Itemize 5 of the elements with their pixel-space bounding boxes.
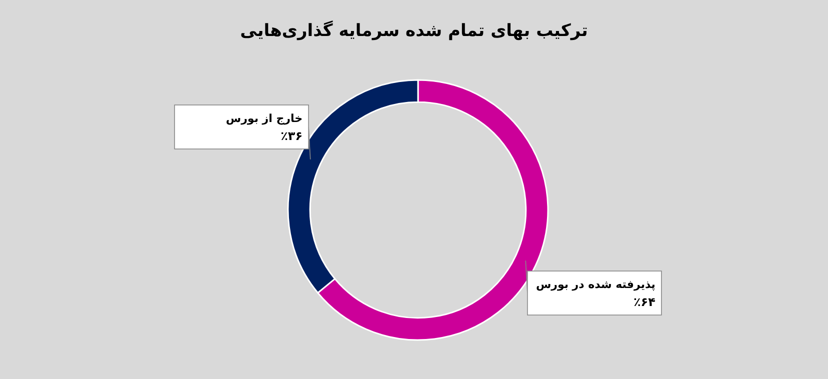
- chart-title: ترکیب بهای تمام شده سرمایه گذاری‌هایی: [240, 20, 588, 41]
- data-label: ٪۳۶: [280, 128, 303, 143]
- slice-label: پذیرفته شده در بورس: [536, 278, 656, 292]
- data-label: ٪۶۴: [633, 295, 656, 310]
- slice-label: خارج از بورس: [226, 112, 303, 125]
